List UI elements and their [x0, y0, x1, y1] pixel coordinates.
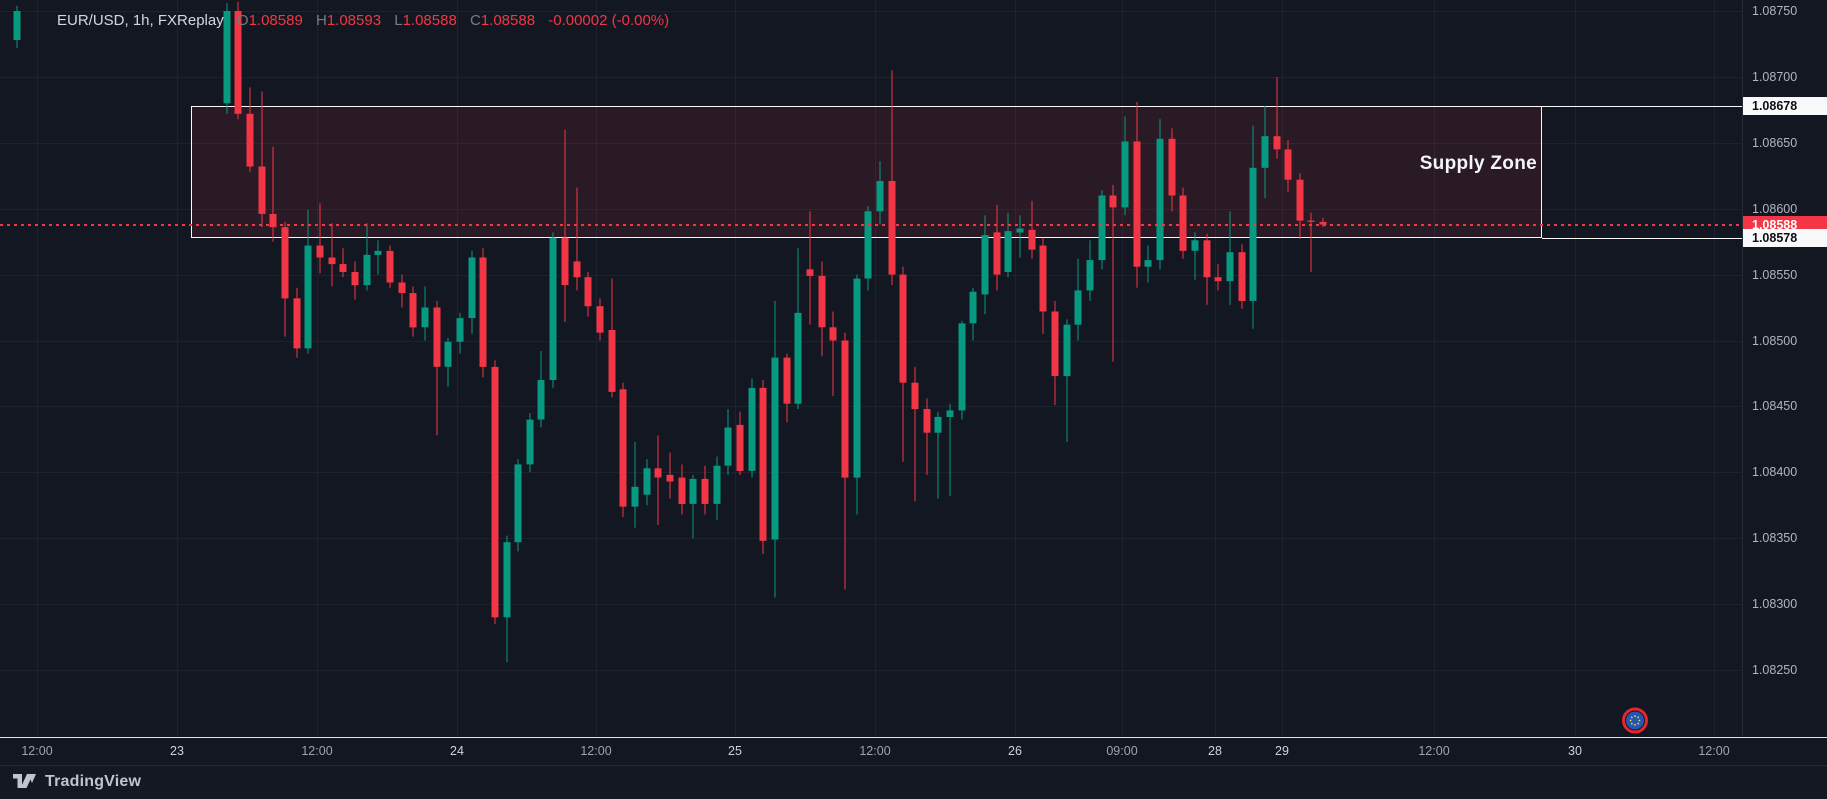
h-gridline [0, 538, 1742, 540]
symbol-title: EUR/USD, 1h, FXReplay [57, 12, 224, 29]
price-tick-label: 1.08600 [1752, 201, 1798, 216]
h-gridline [0, 208, 1742, 210]
eur-flag-replay-marker[interactable] [1622, 707, 1648, 737]
time-tick-label: 29 [1275, 744, 1289, 758]
open-label: O [236, 12, 249, 29]
tradingview-logo-icon [13, 774, 36, 788]
close-value: 1.08588 [480, 12, 536, 29]
time-tick-label: 23 [170, 744, 184, 758]
price-tick-label: 1.08700 [1752, 69, 1798, 84]
zone-price-axis-tag: 1.08578 [1743, 228, 1827, 247]
eur-flag-icon [1622, 707, 1648, 734]
candlestick-series [13, 1, 1327, 663]
h-gridline [0, 340, 1742, 342]
price-tick-label: 1.08650 [1752, 135, 1798, 150]
close-label: C [469, 12, 481, 29]
v-gridline [317, 0, 318, 736]
h-gridline [0, 604, 1742, 606]
v-gridline [596, 0, 597, 736]
time-tick-label: 12:00 [1698, 744, 1730, 758]
v-gridline [1215, 0, 1216, 736]
time-tick-label: 26 [1008, 744, 1022, 758]
zone-price-axis-tag: 1.08678 [1743, 96, 1827, 115]
time-tick-label: 12:00 [859, 744, 891, 758]
v-gridline [735, 0, 736, 736]
v-gridline [1122, 0, 1123, 736]
v-gridline [875, 0, 876, 736]
price-axis[interactable]: 1.08750 1.08700 1.08650 1.08600 1.08550 1.085… [1742, 0, 1827, 736]
price-tick-label: 1.08450 [1752, 399, 1798, 414]
supply-zone-label: Supply Zone [1419, 153, 1537, 175]
time-tick-label: 25 [728, 744, 742, 758]
symbol-legend[interactable]: EUR/USD, 1h, FXReplay O1.08589 H1.08593 … [57, 12, 669, 29]
last-price-line [0, 223, 1742, 226]
v-gridline [1575, 0, 1576, 736]
time-axis[interactable]: 12:00 23 12:00 24 12:00 25 12:00 26 09:00 28 29 12:… [0, 737, 1827, 766]
open-value: 1.08589 [248, 12, 303, 29]
price-tick-label: 1.08550 [1752, 267, 1798, 282]
price-tick-label: 1.08300 [1752, 597, 1798, 612]
chart-pane[interactable]: Supply Zone EUR/USD, 1h, FXReplay O1.085… [0, 0, 1742, 736]
time-tick-label: 09:00 [1106, 744, 1138, 758]
price-tick-label: 1.08350 [1752, 531, 1798, 546]
h-gridline [0, 472, 1742, 474]
time-tick-label: 12:00 [301, 744, 333, 758]
h-gridline [0, 406, 1742, 408]
h-gridline [0, 142, 1742, 144]
v-gridline [177, 0, 178, 736]
high-label: H [315, 12, 327, 29]
price-tick-label: 1.08750 [1752, 4, 1798, 18]
tradingview-logo-text: TradingView [45, 773, 142, 790]
footer-bar: TradingView [0, 765, 1827, 799]
time-tick-label: 12:00 [580, 744, 612, 758]
high-value: 1.08593 [326, 12, 382, 29]
price-tick-label: 1.08400 [1752, 465, 1798, 480]
time-tick-label: 30 [1568, 744, 1582, 758]
supply-zone-top-ray[interactable] [1542, 105, 1742, 108]
time-tick-label: 28 [1208, 744, 1222, 758]
v-gridline [1282, 0, 1283, 736]
h-gridline [0, 670, 1742, 671]
h-gridline [0, 76, 1742, 78]
price-tick-label: 1.08250 [1752, 663, 1798, 677]
v-gridline [1015, 0, 1016, 736]
tradingview-logo-link[interactable]: TradingView [13, 773, 141, 791]
h-gridline [0, 11, 1742, 12]
low-value: 1.08588 [402, 12, 457, 29]
v-gridline [1434, 0, 1435, 736]
time-tick-label: 24 [450, 744, 464, 758]
price-tick-label: 1.08500 [1752, 333, 1798, 348]
v-gridline [1714, 0, 1715, 736]
low-label: L [394, 12, 403, 29]
change-value: -0.00002 (-0.00%) [548, 12, 670, 29]
v-gridline [37, 0, 38, 736]
v-gridline [457, 0, 458, 736]
time-tick-label: 12:00 [21, 744, 53, 758]
time-tick-label: 12:00 [1418, 744, 1450, 758]
supply-zone-bottom-ray[interactable] [1542, 237, 1742, 240]
